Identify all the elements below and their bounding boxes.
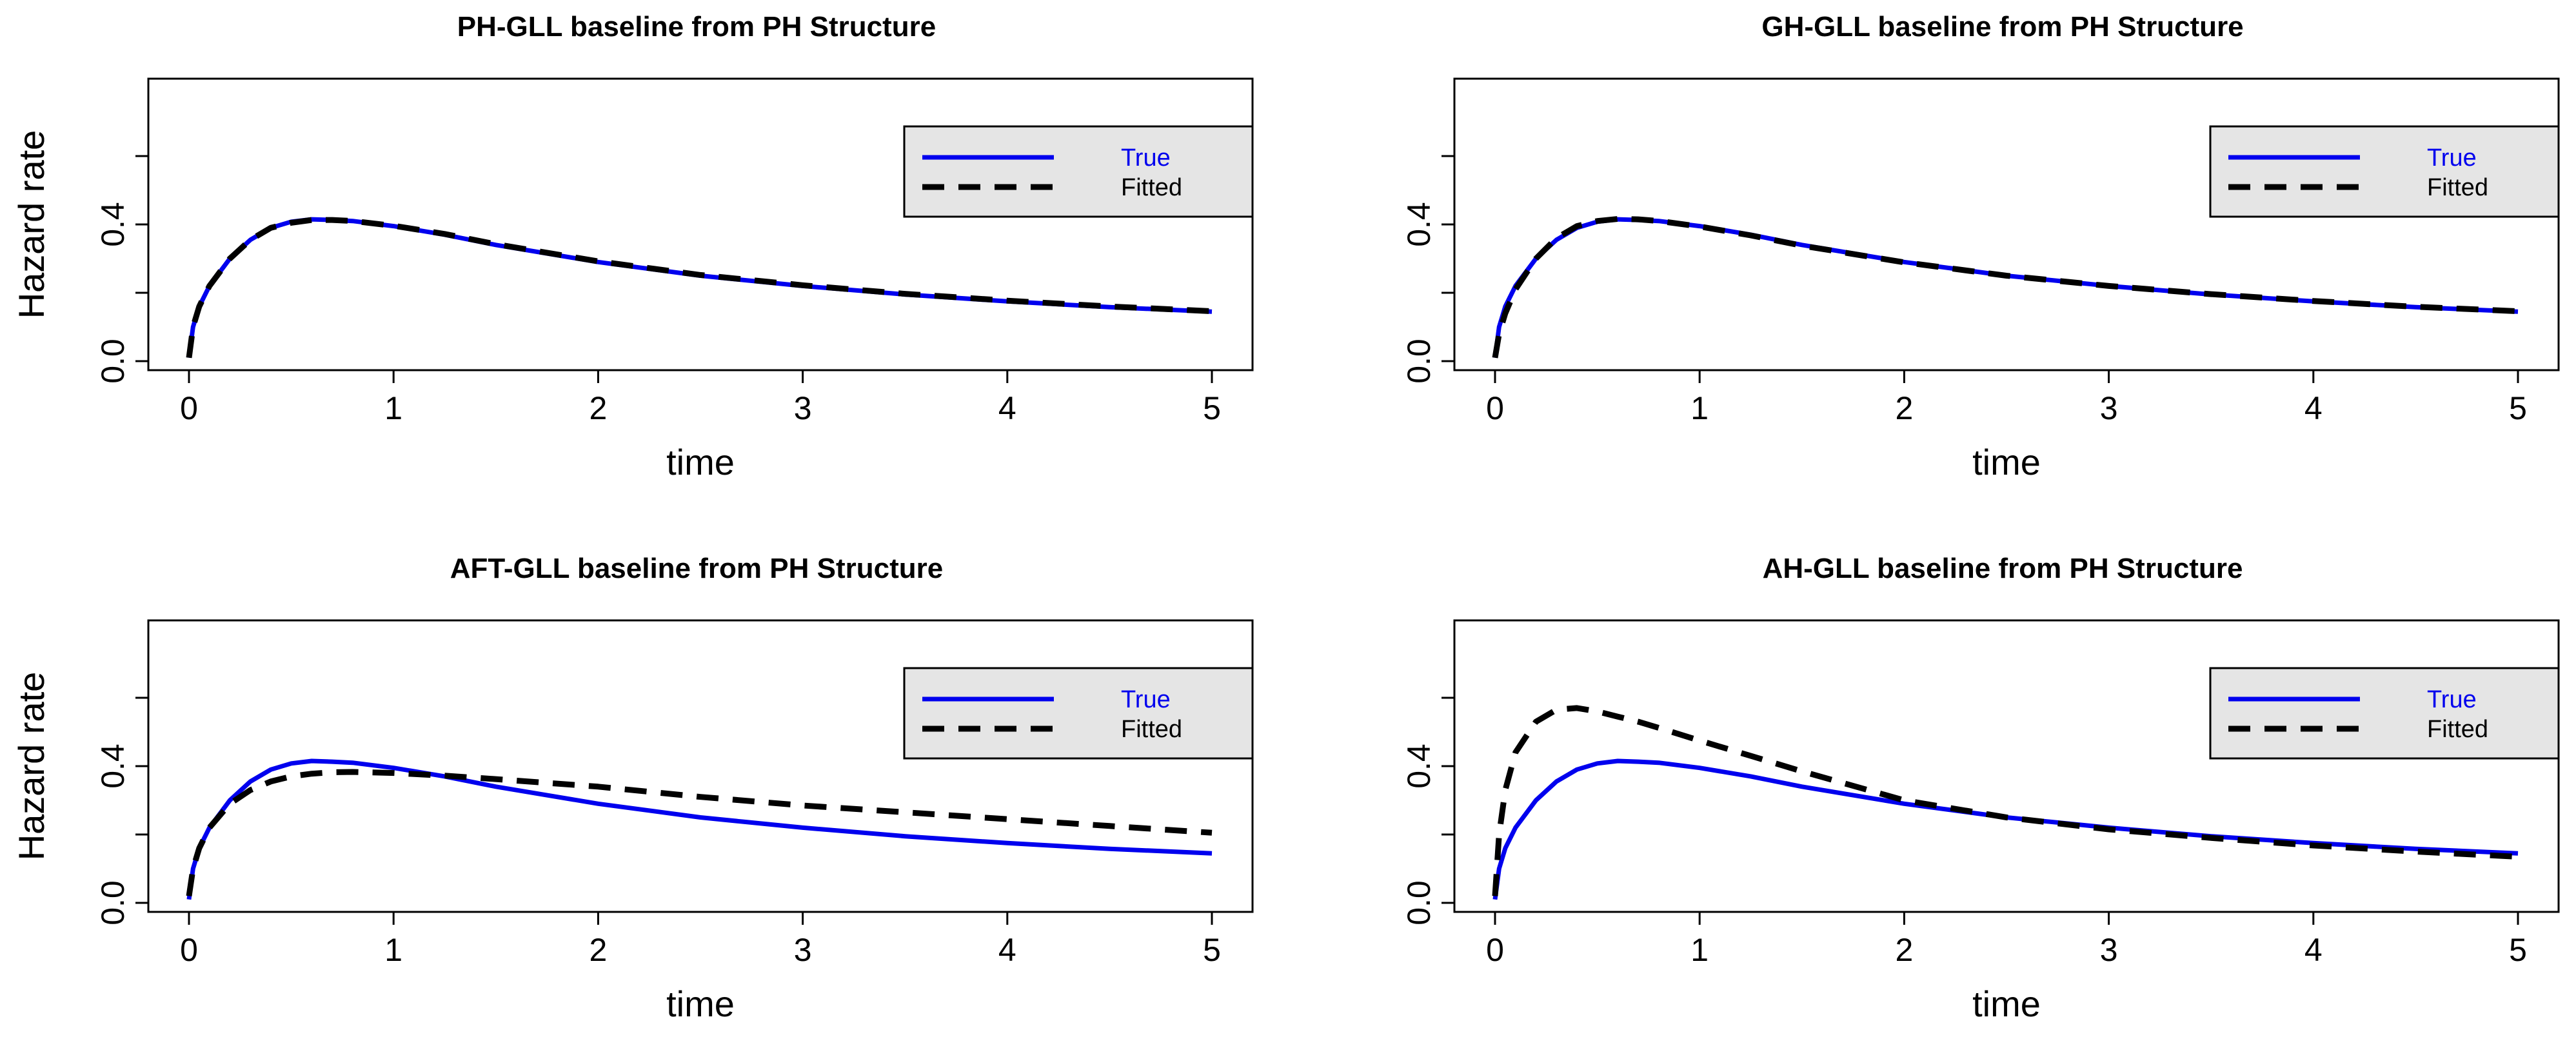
legend-label-fitted: Fitted [1121,174,1182,201]
legend: True Fitted [903,667,1254,760]
chart-title: GH-GLL baseline from PH Structure [1761,11,2243,43]
y-axis-label: Hazard rate [11,672,52,861]
x-tick-label: 4 [998,932,1016,968]
y-tick-label: 0.4 [95,744,131,789]
y-tick-label: 0.4 [1401,744,1437,789]
y-axis-label: Hazard rate [11,672,52,861]
series-line-true [1492,758,2519,900]
x-tick-label: 5 [2509,390,2527,426]
legend-box [2209,125,2560,218]
chart-panel-1: PH-GLL baseline from PH Structure 0 1 2 3 4 5 0… [11,11,1254,482]
plot-frame [147,77,1254,371]
plot-frame [1453,77,2560,371]
series-line-fitted [1492,216,2519,359]
x-axis-label: time [666,983,735,1024]
series-line-true [186,217,1213,359]
legend-label-true: True [1121,144,1171,172]
legend-box [2209,667,2560,760]
legend: True Fitted [2209,667,2560,760]
chart-panel-3: AFT-GLL baseline from PH Structure 0 1 2 3 4 5… [11,553,1254,1024]
y-axis-label: Hazard rate [11,130,52,319]
series-line-fitted [186,769,1213,897]
series-line-fitted [186,217,1213,359]
y-tick-label: 0.4 [1401,202,1437,247]
y-axis-label: Hazard rate [11,130,52,319]
x-axis-label: time [1972,983,2041,1024]
x-tick-label: 0 [1486,932,1504,968]
chart-title: PH-GLL baseline from PH Structure [457,11,936,43]
chart-title: AFT-GLL baseline from PH Structure [450,553,943,584]
chart-panel-2: GH-GLL baseline from PH Structure 0 1 2 3 4 5 0… [11,11,2560,482]
x-tick-label: 4 [2304,390,2323,426]
y-tick-label: 0.0 [95,880,131,925]
x-tick-label: 4 [998,390,1016,426]
plot-frame [1453,619,2560,913]
legend-box [903,125,1254,218]
x-tick-label: 2 [589,390,607,426]
x-tick-label: 3 [2100,390,2118,426]
x-tick-label: 2 [1895,390,1913,426]
x-tick-label: 3 [2100,932,2118,968]
x-tick-label: 4 [2304,932,2323,968]
y-tick-label: 0.0 [1401,880,1437,925]
x-tick-label: 2 [589,932,607,968]
x-tick-label: 5 [1203,390,1221,426]
y-tick-label: 0.0 [1401,339,1437,384]
x-tick-label: 0 [180,390,198,426]
x-tick-label: 0 [1486,390,1504,426]
x-tick-label: 3 [794,390,812,426]
x-tick-label: 5 [2509,932,2527,968]
x-tick-label: 2 [1895,932,1913,968]
chart-title: AH-GLL baseline from PH Structure [1763,553,2243,584]
y-tick-label: 0.0 [95,339,131,384]
legend-box [903,667,1254,760]
x-tick-label: 1 [384,390,402,426]
plot-frame [147,619,1254,913]
legend-label-fitted: Fitted [1121,716,1182,743]
x-tick-label: 3 [794,932,812,968]
series-line-fitted [1492,705,2519,896]
legend-label-fitted: Fitted [2427,174,2488,201]
series-line-true [186,758,1213,900]
x-axis-label: time [666,442,735,482]
x-tick-label: 1 [384,932,402,968]
x-tick-label: 0 [180,932,198,968]
legend-label-fitted: Fitted [2427,716,2488,743]
series-line-true [1492,217,2519,359]
x-axis-label: time [1972,442,2041,482]
x-tick-label: 1 [1690,932,1709,968]
y-tick-label: 0.4 [95,202,131,247]
x-tick-label: 1 [1690,390,1709,426]
legend-label-true: True [2427,144,2477,172]
legend-label-true: True [1121,686,1171,713]
chart-panel-4: AH-GLL baseline from PH Structure 0 1 2 3 4 5 0… [11,553,2560,1024]
x-tick-label: 5 [1203,932,1221,968]
legend-label-true: True [2427,686,2477,713]
